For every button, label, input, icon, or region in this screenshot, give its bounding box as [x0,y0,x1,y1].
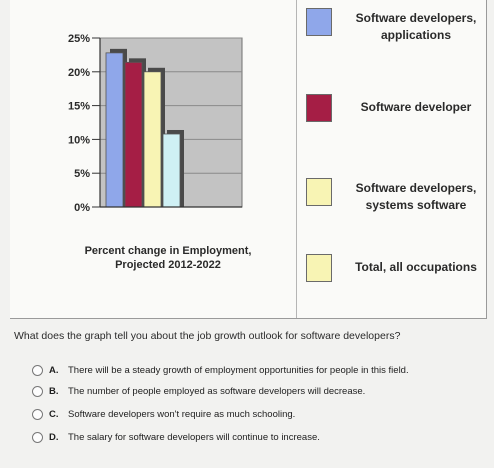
answer-option-b[interactable]: B. The number of people employed as soft… [32,385,482,401]
option-letter-a: A. [49,365,59,376]
y-tick-label: 25% [68,33,90,45]
legend-label-software-developer-line1: Software developer [360,100,472,114]
bar-chart: 0% 5% 10% 15% 20% 25% [54,24,254,224]
legend-swatch-software-developer [306,94,332,122]
legend-label-software-developer: Software developer [342,99,490,116]
legend-label-all-occupations-line1: Total, all occupations [355,260,477,274]
answer-option-c[interactable]: C. Software developers won't require as … [32,408,482,424]
legend-label-systems-software-line2: systems software [365,198,467,212]
y-tick-label: 20% [68,67,90,79]
chart-caption-line1: Percent change in Employment, [84,245,252,257]
answer-option-d[interactable]: D. The salary for software developers wi… [32,431,482,447]
bar [143,71,162,208]
legend-label-all-occupations: Total, all occupations [342,259,490,276]
bar [124,61,143,208]
y-tick-label: 15% [68,101,90,113]
option-letter-b: B. [49,386,59,397]
y-tick-label: 0% [74,202,90,214]
legend-label-applications: Software developers, applications [342,10,490,44]
question-text: What does the graph tell you about the j… [14,330,401,342]
radio-button-c[interactable] [32,409,43,420]
radio-button-d[interactable] [32,432,43,443]
legend-label-systems-software-line1: Software developers, [355,181,477,195]
answer-option-a[interactable]: A. There will be a steady growth of empl… [32,364,482,380]
option-letter-d: D. [49,432,59,443]
option-letter-c: C. [49,409,59,420]
y-tick-label: 10% [68,134,90,146]
chart-plot: 0% 5% 10% 15% 20% 25% [68,33,243,214]
option-text-d: The salary for software developers will … [68,432,320,443]
y-tick-label: 5% [74,168,90,180]
option-text-b: The number of people employed as softwar… [68,386,366,397]
legend-label-systems-software: Software developers, systems software [342,180,490,214]
radio-button-b[interactable] [32,386,43,397]
option-text-a: There will be a steady growth of employm… [68,365,409,376]
bar [105,52,124,208]
chart-caption: Percent change in Employment, Projected … [68,244,268,272]
chart-caption-line2: Projected 2012-2022 [115,259,221,271]
legend-swatch-all-occupations [306,254,332,282]
option-text-c: Software developers won't require as muc… [68,409,296,420]
legend-label-applications-line1: Software developers, [355,11,477,25]
legend-swatch-systems-software [306,178,332,206]
chart-card: 0% 5% 10% 15% 20% 25% Percent change in Emplo… [10,0,487,319]
legend-swatch-applications [306,8,332,36]
legend-divider [296,0,297,318]
legend-label-applications-line2: applications [380,28,451,42]
radio-button-a[interactable] [32,365,43,376]
bar [162,133,181,208]
